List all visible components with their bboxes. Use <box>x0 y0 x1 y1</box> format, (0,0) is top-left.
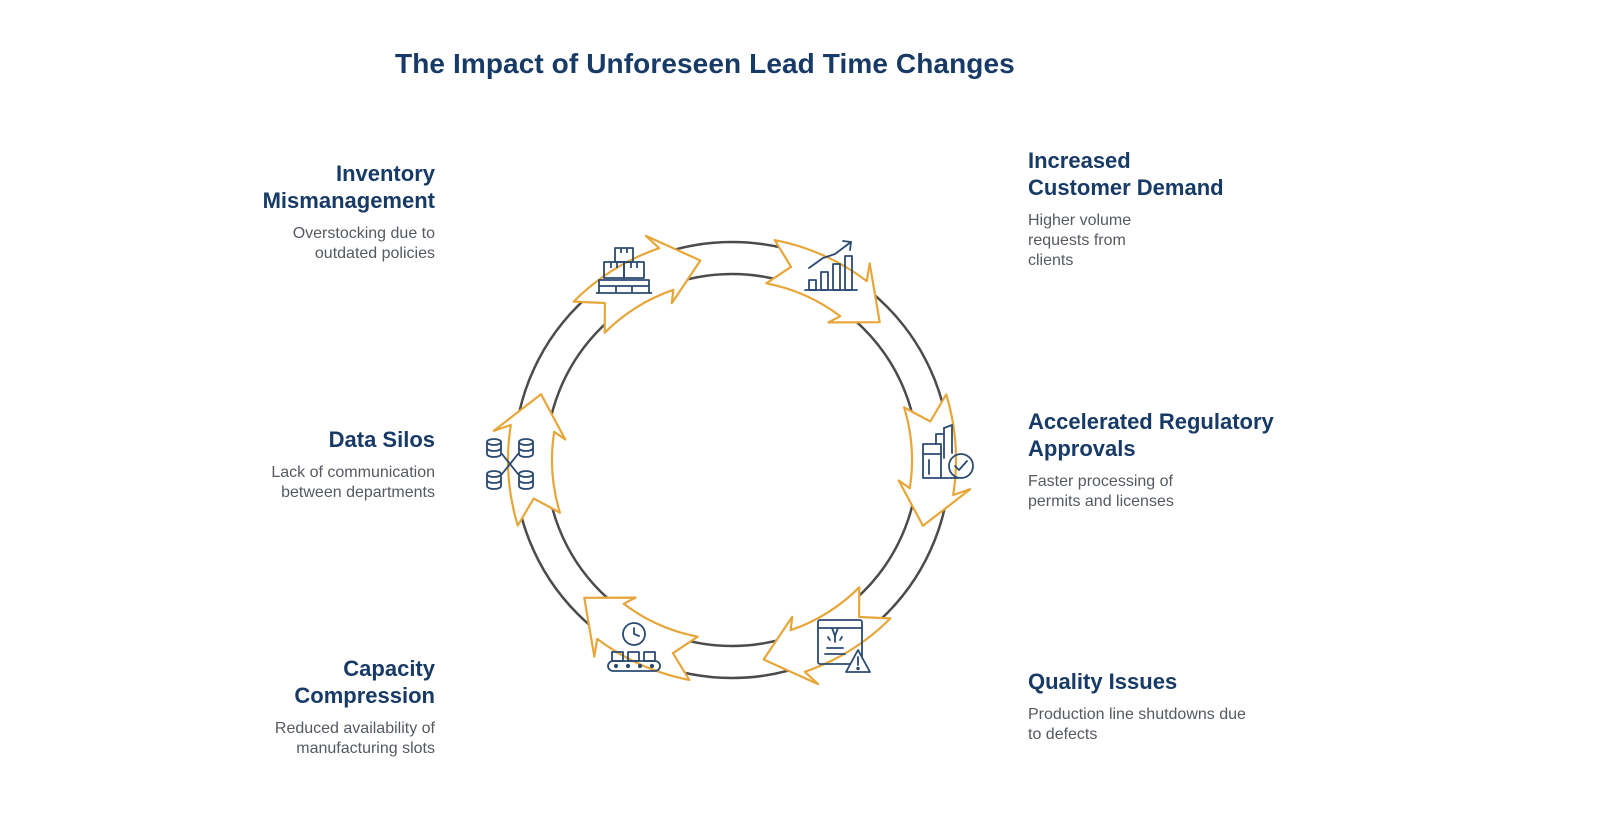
item-desc-line: to defects <box>1028 726 1098 743</box>
item-title-line: Customer Demand <box>1028 175 1224 200</box>
cycle-arrow-5 <box>583 596 699 681</box>
boxes-on-pallet-icon <box>596 247 652 294</box>
item-capacity: Capacity Compression Reduced availabilit… <box>115 655 435 759</box>
item-description: Faster processing of permits and license… <box>1028 472 1368 512</box>
item-description: Reduced availability of manufacturing sl… <box>115 719 435 759</box>
item-title-line: Data Silos <box>328 427 435 452</box>
machine-warning-icon <box>817 619 871 673</box>
cycle-arrow-1 <box>572 234 702 334</box>
cycle-arrow-2 <box>765 239 881 324</box>
item-title: Inventory Mismanagement <box>115 160 435 214</box>
item-desc-line: Production line shutdowns due <box>1028 706 1246 723</box>
conveyor-clock-icon <box>607 622 661 672</box>
item-quality: Quality Issues Production line shutdowns… <box>1028 668 1368 745</box>
item-desc-line: Higher volume <box>1028 212 1132 229</box>
item-silos: Data Silos Lack of communication between… <box>115 426 435 503</box>
cycle-arrow-3 <box>897 393 972 527</box>
item-description: Lack of communication between department… <box>115 463 435 503</box>
item-desc-line: outdated policies <box>314 245 435 262</box>
cycle-arrows <box>492 234 972 686</box>
item-title: Capacity Compression <box>115 655 435 709</box>
item-title-line: Compression <box>294 683 435 708</box>
growth-chart-icon <box>804 240 858 291</box>
item-title-line: Inventory <box>335 161 435 186</box>
item-description: Higher volume requests from clients <box>1028 211 1348 271</box>
item-title-line: Accelerated Regulatory <box>1028 409 1274 434</box>
item-title-line: Capacity <box>343 656 435 681</box>
item-desc-line: requests from <box>1028 232 1126 249</box>
page-title: The Impact of Unforeseen Lead Time Chang… <box>395 48 1015 79</box>
item-title: Quality Issues <box>1028 668 1368 695</box>
database-network-icon <box>486 438 534 490</box>
ring-inner <box>544 272 920 648</box>
item-description: Overstocking due to outdated policies <box>115 224 435 264</box>
item-desc-line: Lack of communication <box>271 464 435 481</box>
item-desc-line: clients <box>1028 252 1074 269</box>
cycle-arrow-6 <box>492 393 567 527</box>
item-regulatory: Accelerated Regulatory Approvals Faster … <box>1028 408 1368 512</box>
item-desc-line: Faster processing of <box>1028 473 1173 490</box>
item-title-line: Mismanagement <box>262 188 435 213</box>
item-desc-line: Overstocking due to <box>292 225 435 242</box>
item-desc-line: Reduced availability of <box>274 720 435 737</box>
item-inventory: Inventory Mismanagement Overstocking due… <box>115 160 435 264</box>
item-demand: Increased Customer Demand Higher volume … <box>1028 147 1348 271</box>
item-desc-line: permits and licenses <box>1028 493 1174 510</box>
ring-outer <box>512 240 952 680</box>
item-title-line: Increased <box>1028 148 1131 173</box>
approved-building-icon <box>922 424 974 479</box>
item-description: Production line shutdowns due to defects <box>1028 705 1368 745</box>
cycle-arrow-4 <box>762 586 892 686</box>
item-title-line: Approvals <box>1028 436 1136 461</box>
item-title-line: Quality Issues <box>1028 669 1178 694</box>
item-title: Data Silos <box>115 426 435 453</box>
item-title: Accelerated Regulatory Approvals <box>1028 408 1368 462</box>
item-desc-line: manufacturing slots <box>296 740 435 757</box>
item-desc-line: between departments <box>281 484 435 501</box>
item-title: Increased Customer Demand <box>1028 147 1348 201</box>
